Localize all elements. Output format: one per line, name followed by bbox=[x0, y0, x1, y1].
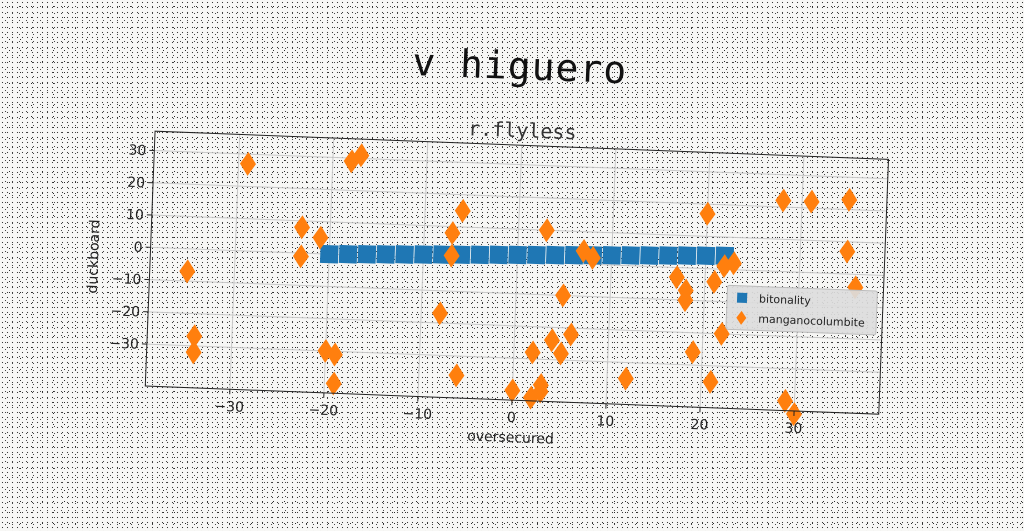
data-point bbox=[524, 340, 541, 365]
data-point bbox=[320, 245, 339, 264]
grid bbox=[145, 131, 888, 414]
data-point bbox=[240, 152, 257, 177]
data-point bbox=[294, 215, 311, 240]
x-tick-label: 0 bbox=[507, 410, 517, 426]
y-tick-label: 30 bbox=[128, 143, 146, 160]
data-point bbox=[640, 246, 659, 265]
x-grid-line bbox=[512, 145, 522, 400]
data-point bbox=[489, 246, 508, 265]
data-point bbox=[527, 246, 546, 265]
x-tick-label: 10 bbox=[596, 413, 614, 430]
legend-marker bbox=[737, 293, 747, 303]
data-point bbox=[395, 245, 414, 264]
axis-ticks: −30 −20 −10 0 10 20 30 −30 −20 −10 0 10 20 30 bbox=[107, 142, 813, 437]
data-point bbox=[538, 218, 555, 243]
x-grid-line bbox=[606, 149, 616, 404]
y-axis-label: duckboard bbox=[85, 219, 104, 294]
data-point bbox=[555, 283, 572, 308]
data-point bbox=[697, 246, 716, 265]
data-point bbox=[546, 246, 565, 265]
data-point bbox=[659, 246, 678, 265]
data-point bbox=[684, 340, 701, 365]
series-manganocolumbite bbox=[174, 136, 868, 428]
data-point bbox=[432, 301, 449, 326]
data-point bbox=[602, 246, 621, 265]
series-layer bbox=[174, 136, 868, 428]
data-point bbox=[621, 246, 640, 265]
y-tick-label: 10 bbox=[126, 207, 144, 224]
y-tick-label: −30 bbox=[109, 336, 139, 353]
data-point bbox=[339, 245, 358, 264]
x-tick-label: 20 bbox=[690, 417, 708, 434]
data-point bbox=[448, 363, 465, 388]
x-grid-line bbox=[230, 134, 240, 389]
data-point bbox=[706, 270, 723, 295]
data-point bbox=[803, 189, 820, 214]
x-tick-label: −20 bbox=[308, 402, 338, 419]
data-point bbox=[292, 244, 309, 269]
data-point bbox=[358, 245, 377, 264]
x-tick-label: −30 bbox=[214, 399, 244, 416]
data-point bbox=[454, 199, 471, 224]
data-point bbox=[678, 246, 697, 265]
data-point bbox=[508, 246, 527, 265]
data-point bbox=[839, 239, 856, 264]
data-point bbox=[841, 188, 858, 213]
y-tick-label: 20 bbox=[127, 175, 145, 192]
data-point bbox=[504, 378, 521, 403]
x-grid-line bbox=[794, 156, 804, 411]
data-point bbox=[617, 366, 634, 391]
chart-subtitle: r.flyless bbox=[468, 116, 577, 144]
data-point bbox=[179, 259, 196, 284]
x-axis-label: oversecured bbox=[467, 428, 554, 447]
data-point bbox=[325, 371, 342, 396]
data-point bbox=[702, 370, 719, 395]
data-point bbox=[471, 245, 490, 264]
data-point bbox=[563, 322, 580, 347]
data-point bbox=[414, 245, 433, 264]
y-tick-label: −20 bbox=[110, 303, 140, 320]
data-point bbox=[185, 340, 202, 365]
y-tick-label: −10 bbox=[112, 271, 142, 288]
data-point bbox=[775, 188, 792, 213]
series-bitonality bbox=[320, 231, 734, 278]
legend-label: bitonality bbox=[759, 293, 812, 308]
x-tick-label: −10 bbox=[402, 406, 432, 423]
y-tick-label: 0 bbox=[133, 240, 143, 256]
x-tick-label: 30 bbox=[784, 421, 802, 438]
x-grid-line bbox=[418, 142, 428, 397]
data-point bbox=[699, 201, 716, 226]
data-point bbox=[444, 221, 461, 246]
data-point bbox=[376, 245, 395, 264]
